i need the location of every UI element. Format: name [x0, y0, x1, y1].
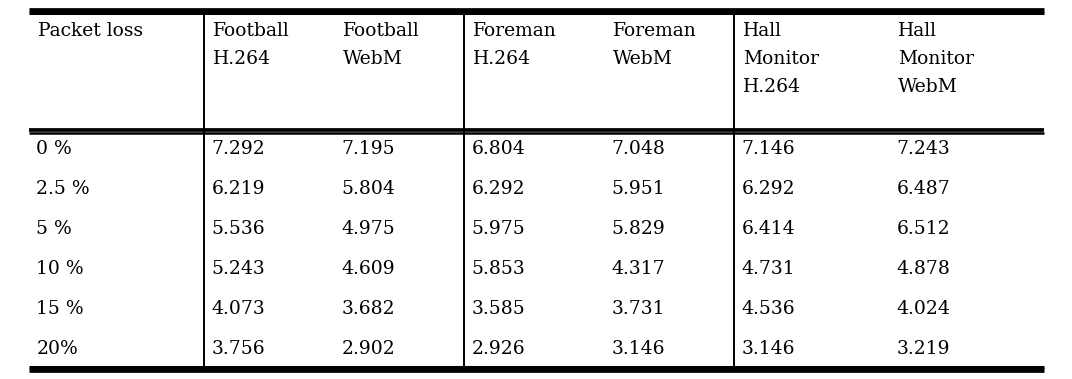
Text: Monitor: Monitor	[897, 50, 973, 67]
Text: 6.292: 6.292	[472, 180, 525, 199]
Text: 4.609: 4.609	[342, 260, 396, 279]
Text: 3.146: 3.146	[742, 340, 795, 359]
Text: 5.536: 5.536	[211, 221, 265, 238]
Text: 4.975: 4.975	[342, 221, 396, 238]
Text: Monitor: Monitor	[743, 50, 819, 67]
Text: 0 %: 0 %	[36, 141, 72, 158]
Text: 6.219: 6.219	[211, 180, 265, 199]
Text: 5.853: 5.853	[472, 260, 525, 279]
Text: 4.024: 4.024	[896, 301, 951, 318]
Text: 6.487: 6.487	[896, 180, 950, 199]
Text: 5.243: 5.243	[211, 260, 265, 279]
Text: 10 %: 10 %	[36, 260, 84, 279]
Text: 2.926: 2.926	[472, 340, 525, 359]
Text: 5.829: 5.829	[611, 221, 666, 238]
Text: 2.5 %: 2.5 %	[36, 180, 90, 199]
Text: 6.804: 6.804	[472, 141, 525, 158]
Text: 3.146: 3.146	[611, 340, 665, 359]
Text: Foreman: Foreman	[612, 22, 697, 39]
Text: Foreman: Foreman	[473, 22, 556, 39]
Text: 20%: 20%	[36, 340, 78, 359]
Text: 3.731: 3.731	[611, 301, 665, 318]
Text: H.264: H.264	[743, 77, 801, 96]
Text: Football: Football	[343, 22, 419, 39]
Text: 6.414: 6.414	[742, 221, 795, 238]
Text: 7.292: 7.292	[211, 141, 265, 158]
Text: 7.048: 7.048	[611, 141, 666, 158]
Text: Football: Football	[212, 22, 289, 39]
Text: 3.756: 3.756	[211, 340, 265, 359]
Text: H.264: H.264	[473, 50, 531, 67]
Text: H.264: H.264	[212, 50, 270, 67]
Text: WebM: WebM	[612, 50, 672, 67]
Text: 5.975: 5.975	[472, 221, 525, 238]
Text: 5 %: 5 %	[36, 221, 72, 238]
Text: 5.804: 5.804	[342, 180, 396, 199]
Text: Hall: Hall	[897, 22, 937, 39]
Text: 3.219: 3.219	[896, 340, 950, 359]
Text: WebM: WebM	[343, 50, 402, 67]
Text: 4.878: 4.878	[896, 260, 951, 279]
Text: 4.317: 4.317	[611, 260, 665, 279]
Text: 4.731: 4.731	[742, 260, 795, 279]
Text: 7.146: 7.146	[742, 141, 795, 158]
Text: 6.512: 6.512	[896, 221, 950, 238]
Text: 6.292: 6.292	[742, 180, 795, 199]
Text: 5.951: 5.951	[611, 180, 665, 199]
Text: Hall: Hall	[743, 22, 781, 39]
Text: Packet loss: Packet loss	[38, 22, 143, 39]
Text: 3.585: 3.585	[472, 301, 525, 318]
Text: 2.902: 2.902	[342, 340, 396, 359]
Text: 15 %: 15 %	[36, 301, 84, 318]
Text: 3.682: 3.682	[342, 301, 396, 318]
Text: 7.243: 7.243	[896, 141, 950, 158]
Text: 7.195: 7.195	[342, 141, 396, 158]
Text: 4.073: 4.073	[211, 301, 265, 318]
Text: 4.536: 4.536	[742, 301, 795, 318]
Text: WebM: WebM	[897, 77, 957, 96]
